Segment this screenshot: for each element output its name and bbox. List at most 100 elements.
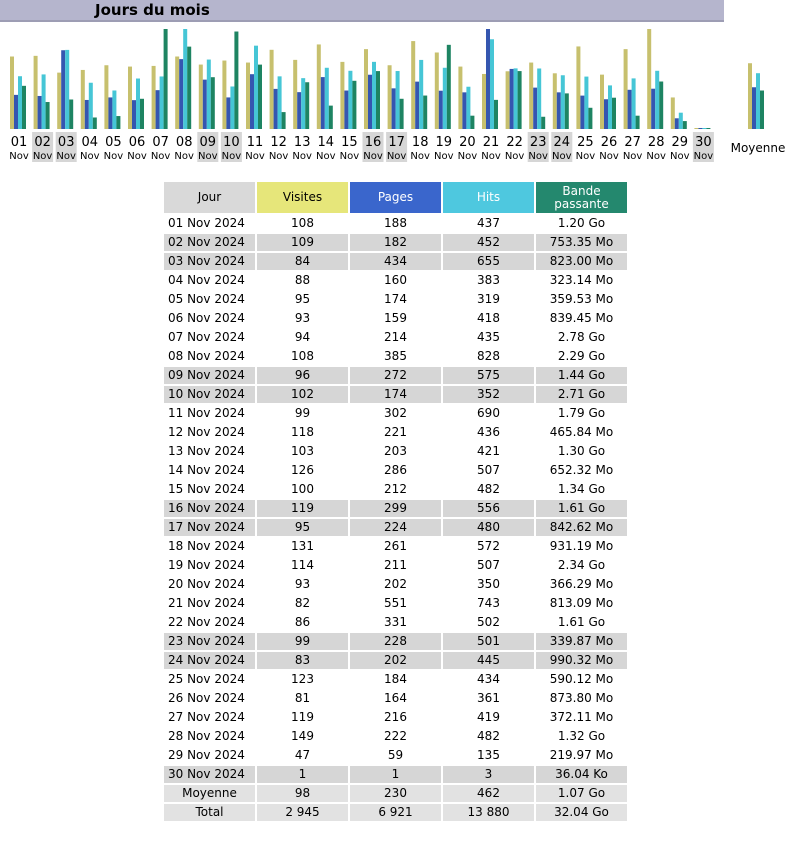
bandwidth-bar [423,95,428,129]
cell-pages: 188 [384,216,407,230]
month-tick-label: Nov [292,151,312,162]
bandwidth-bar [45,102,50,129]
cell-pages: 182 [350,234,441,251]
bandwidth-bar [328,105,333,129]
cell-hits: 3 [443,766,534,783]
hits-bar [466,86,471,129]
visits-bar [222,60,227,129]
cell-hits: 462 [443,785,534,802]
hits-bar [537,68,542,129]
cell-date: Moyenne [164,785,255,802]
visits-bar [316,44,321,129]
month-tick-label: Nov [80,151,100,162]
month-tick-label: Nov [9,151,29,162]
cell-date: 05 Nov 2024 [168,292,245,306]
cell-bandwidth: 323.14 Mo [549,273,614,287]
bandwidth-bar [588,107,593,129]
month-tick-label: Nov [316,151,336,162]
pages-bar [84,99,89,129]
hits-bar [756,73,760,129]
pages-bar [132,100,136,129]
cell-hits: 13 880 [443,804,534,821]
table-row: 02 Nov 2024 109 182 452 753.35 Mo [164,234,627,251]
pages-bar [486,29,490,129]
pages-bar [61,50,66,130]
cell-hits: 352 [443,386,534,403]
cell-visits: 88 [294,273,311,287]
cell-visits: 98 [257,785,348,802]
table-row: 12 Nov 2024 118 221 436 465.84 Mo [164,424,627,441]
cell-visits: 109 [257,234,348,251]
cell-pages: 211 [384,558,407,572]
day-tick-label: 23 [530,135,547,150]
weekend-label-bg [527,132,549,162]
weekend-label-bg [220,132,242,162]
visits-bar [10,56,14,129]
cell-date: 08 Nov 2024 [168,349,245,363]
bandwidth-bar [352,80,357,129]
cell-pages: 202 [384,577,407,591]
visits-bar [340,61,345,129]
visits-bar [33,55,38,129]
visits-bar [458,66,463,129]
cell-date: 24 Nov 2024 [164,652,255,669]
hits-bar [301,78,306,129]
visits-bar [80,69,85,129]
table-header-row: Jour Visites Pages Hits Bande passante [164,182,627,213]
cell-date: 20 Nov 2024 [168,577,245,591]
visits-bar [505,71,510,129]
visits-bar [246,62,250,129]
cell-bandwidth: 359.53 Mo [549,292,614,306]
hits-bar [442,67,447,129]
table-row: 22 Nov 2024 86 331 502 1.61 Go [164,614,627,631]
hits-bar [136,78,140,129]
pages-bar [320,77,325,129]
cell-hits: 572 [477,539,500,553]
cell-pages: 434 [350,253,441,270]
cell-pages: 331 [384,615,407,629]
weekend-label-bg [197,132,219,162]
day-tick-label: 05 [105,135,122,150]
cell-bandwidth: 990.32 Mo [536,652,627,669]
bandwidth-bar [22,85,26,129]
table-row: 29 Nov 2024 47 59 135 219.97 Mo [164,747,627,764]
hits-bar [254,45,258,129]
header-visits: Visites [257,182,348,213]
cell-date: 11 Nov 2024 [168,406,245,420]
visits-bar [670,97,675,129]
cell-visits: 149 [291,729,314,743]
cell-pages: 59 [387,748,404,762]
visits-bar [293,59,298,129]
hits-bar [183,29,188,129]
cell-visits: 1 [257,766,348,783]
average-label: Moyenne [731,141,786,155]
cell-pages: 224 [350,519,441,536]
cell-date: 07 Nov 2024 [168,330,245,344]
bandwidth-bar [706,128,711,129]
month-tick-label: Nov [387,151,407,162]
visits-bar [387,65,392,129]
cell-visits: 94 [294,330,311,344]
pages-bar [250,74,254,129]
cell-visits: 100 [291,482,314,496]
table-row: 05 Nov 2024 95 174 319 359.53 Mo [164,291,627,308]
cell-visits: 95 [257,519,348,536]
cell-date: 17 Nov 2024 [164,519,255,536]
cell-date: 14 Nov 2024 [168,463,245,477]
table-row: 08 Nov 2024 108 385 828 2.29 Go [164,348,627,365]
bandwidth-bar [760,90,764,129]
pages-bar [752,87,756,129]
month-tick-label: Nov [151,151,171,162]
pages-bar [108,97,113,129]
table-row: 17 Nov 2024 95 224 480 842.62 Mo [164,519,627,536]
month-tick-label: Nov [127,151,147,162]
cell-bandwidth: 1.44 Go [536,367,627,384]
cell-pages: 299 [350,500,441,517]
month-tick-label: Nov [552,151,572,162]
pages-bar [155,90,160,129]
weekend-label-bg [386,132,408,162]
cell-bandwidth: 813.09 Mo [549,596,614,610]
hits-bar [702,128,707,129]
cell-visits: 108 [291,216,314,230]
day-tick-label: 17 [388,135,405,150]
